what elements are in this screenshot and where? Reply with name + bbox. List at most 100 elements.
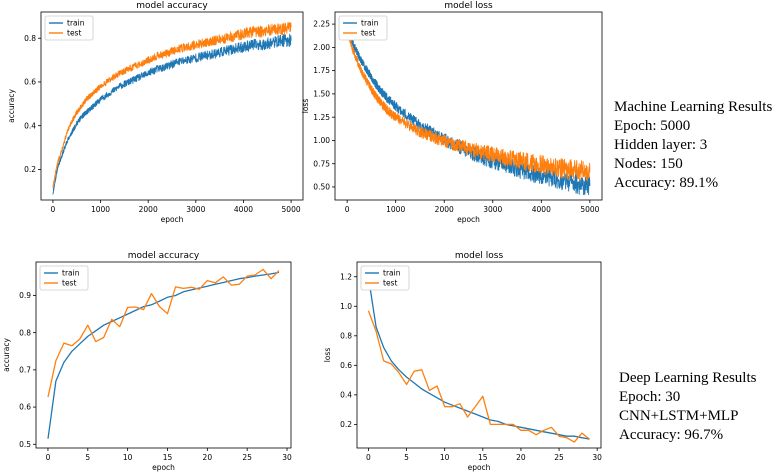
legend-label-test: test [67, 29, 81, 38]
x-axis-label: epoch [152, 463, 175, 472]
y-tick-label: 1.50 [313, 90, 330, 99]
ml-results-accuracy: Accuracy: 89.1% [614, 175, 719, 191]
dl-results-panel: Deep Learning Results Epoch: 30 CNN+LSTM… [619, 369, 756, 445]
y-tick-label: 0.7 [19, 365, 31, 374]
legend-box [360, 265, 410, 291]
ml-results-panel: Machine Learning Results Epoch: 5000 Hid… [614, 98, 772, 193]
x-tick-label: 3000 [186, 205, 205, 214]
x-tick-label: 15 [163, 453, 173, 462]
y-tick-label: 0.8 [340, 331, 352, 340]
x-tick-label: 30 [592, 453, 602, 462]
y-tick-label: 0.6 [24, 78, 36, 87]
x-tick-label: 10 [123, 453, 133, 462]
x-tick-label: 5 [404, 453, 409, 462]
x-axis-label: epoch [468, 463, 491, 472]
legend-label-train: train [67, 19, 85, 28]
x-tick-label: 5000 [580, 205, 599, 214]
legend-label-train: train [62, 269, 80, 278]
chart-ml-accuracy: model accuracy 0 1000 2000 3000 4000 5000 0.2 0.… [7, 1, 304, 224]
series-line-test [47, 268, 280, 398]
chart-title: model loss [444, 1, 493, 11]
x-tick-label: 1000 [386, 205, 405, 214]
y-tick-label: 0.5 [19, 440, 31, 449]
y-tick-label: 0.2 [340, 420, 352, 429]
dl-results-epoch: Epoch: 30 [619, 389, 681, 405]
x-tick-label: 0 [366, 453, 371, 462]
legend-label-test: test [62, 279, 76, 288]
x-axis-label: epoch [161, 215, 184, 224]
x-tick-label: 5 [85, 453, 90, 462]
legend-box [44, 15, 94, 41]
y-tick-label: 0.4 [24, 121, 36, 130]
x-tick-label: 0 [51, 205, 56, 214]
dl-results-title: Deep Learning Results [619, 370, 757, 386]
plot-frame [356, 261, 602, 449]
x-axis-label: epoch [457, 215, 480, 224]
plot-frame [40, 11, 304, 201]
legend-label-test: test [361, 29, 375, 38]
x-tick-label: 15 [478, 453, 488, 462]
x-tick-label: 10 [440, 453, 450, 462]
chart-dl-loss: model loss 0 5 10 15 20 25 30 0.2 0.4 0.6 0.8 1.0 1.2… [323, 251, 602, 472]
x-tick-label: 1000 [91, 205, 110, 214]
series-line-test [367, 310, 590, 443]
x-tick-label: 20 [516, 453, 526, 462]
legend-box [338, 15, 388, 41]
y-tick-label: 1.2 [340, 272, 352, 281]
x-tick-label: 2000 [139, 205, 158, 214]
x-tick-label: 4000 [234, 205, 253, 214]
x-tick-label: 0 [345, 205, 350, 214]
y-tick-label: 1.25 [313, 113, 330, 122]
y-axis-label: accuracy [7, 89, 16, 123]
legend-box [39, 265, 89, 291]
y-tick-label: 0.50 [313, 183, 330, 192]
series-line-test [52, 21, 292, 189]
x-tick-label: 4000 [532, 205, 551, 214]
y-axis-label: loss [301, 99, 310, 114]
series-line-train [367, 276, 590, 440]
y-tick-label: 1.75 [313, 66, 330, 75]
ml-results-title: Machine Learning Results [614, 99, 773, 115]
y-tick-label: 2.25 [313, 20, 330, 29]
x-tick-label: 5000 [282, 205, 301, 214]
y-axis-label: loss [323, 348, 332, 363]
chart-title: model accuracy [128, 251, 200, 261]
legend-label-train: train [383, 269, 401, 278]
chart-title: model loss [455, 251, 504, 261]
dl-results-model: CNN+LSTM+MLP [619, 408, 739, 424]
legend-label-test: test [383, 279, 397, 288]
ml-results-hidden-layer: Hidden layer: 3 [614, 137, 708, 153]
chart-title: model accuracy [136, 1, 208, 11]
y-tick-label: 0.8 [19, 328, 31, 337]
y-tick-label: 1.0 [340, 302, 352, 311]
x-tick-label: 0 [46, 453, 51, 462]
x-tick-label: 2000 [435, 205, 454, 214]
y-tick-label: 1.00 [313, 136, 330, 145]
y-tick-label: 0.6 [340, 361, 352, 370]
y-tick-label: 0.8 [24, 34, 36, 43]
y-tick-label: 0.75 [313, 159, 330, 168]
y-tick-label: 2.00 [313, 43, 330, 52]
ml-results-epoch: Epoch: 5000 [614, 118, 691, 134]
x-tick-label: 25 [242, 453, 252, 462]
series-line-train [52, 33, 292, 195]
dl-results-accuracy: Accuracy: 96.7% [619, 427, 724, 443]
chart-dl-accuracy: model accuracy 0 5 10 15 20 25 30 0.5 0.6 0.7 0.8 0.… [2, 251, 292, 472]
legend-label-train: train [361, 19, 379, 28]
series-line-train [47, 271, 280, 439]
x-tick-label: 25 [554, 453, 564, 462]
ml-results-nodes: Nodes: 150 [614, 156, 683, 172]
series-line-train [346, 23, 591, 196]
y-axis-label: accuracy [2, 338, 11, 372]
series-line-test [346, 25, 591, 182]
plot-frame [35, 261, 292, 449]
x-tick-label: 3000 [483, 205, 502, 214]
y-tick-label: 0.6 [19, 403, 31, 412]
chart-ml-loss: model loss 0 1000 2000 3000 4000 5000 0.50 0.75 1… [301, 1, 603, 224]
y-tick-label: 0.4 [340, 390, 352, 399]
x-tick-label: 30 [282, 453, 292, 462]
